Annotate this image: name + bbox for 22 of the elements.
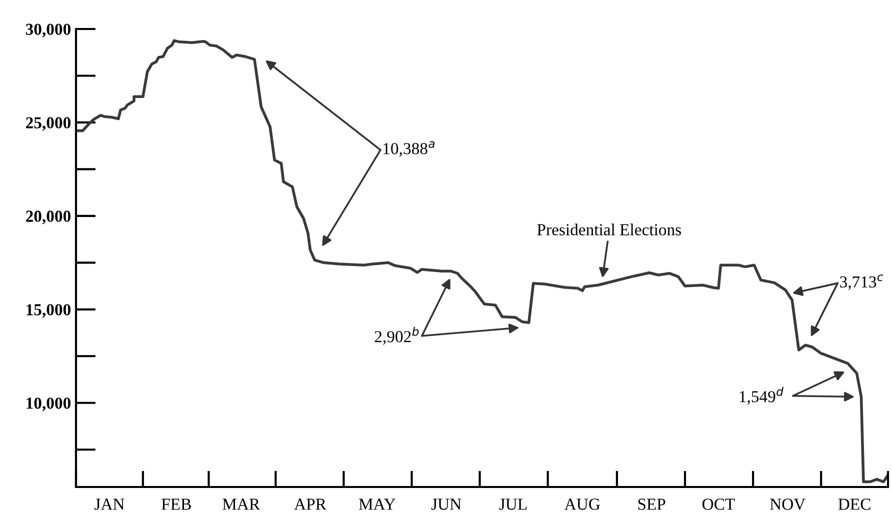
x-tick-label: NOV bbox=[770, 498, 806, 510]
x-tick-label: JUL bbox=[499, 498, 527, 510]
x-tick-label: FEB bbox=[162, 498, 191, 510]
x-tick-label: MAR bbox=[222, 498, 260, 510]
x-tick-label: DEC bbox=[838, 498, 870, 510]
x-tick-label: APR bbox=[294, 498, 326, 510]
y-tick-label: 25,000 bbox=[26, 117, 71, 131]
annotation: 3,713$^{c}$ bbox=[840, 274, 884, 290]
y-tick-label: 15,000 bbox=[26, 304, 71, 318]
x-tick-label: AUG bbox=[564, 498, 600, 510]
x-tick-label: SEP bbox=[638, 498, 666, 510]
y-tick-label: 20,000 bbox=[26, 210, 71, 224]
y-tick-label: 30,000 bbox=[26, 24, 71, 38]
x-tick-label: JAN bbox=[94, 498, 124, 510]
y-tick-label: 10,000 bbox=[26, 398, 71, 412]
x-tick-label: JUN bbox=[431, 498, 462, 510]
x-tick-label: MAY bbox=[358, 498, 396, 510]
annotation: 10,388$^{a}$ bbox=[384, 141, 434, 157]
annotation: Presidential Elections bbox=[537, 224, 681, 236]
annotation: 2,902$^{b}$ bbox=[374, 326, 419, 345]
annotation: 1,549$^{d}$ bbox=[740, 386, 784, 405]
x-tick-label: OCT bbox=[702, 498, 735, 510]
